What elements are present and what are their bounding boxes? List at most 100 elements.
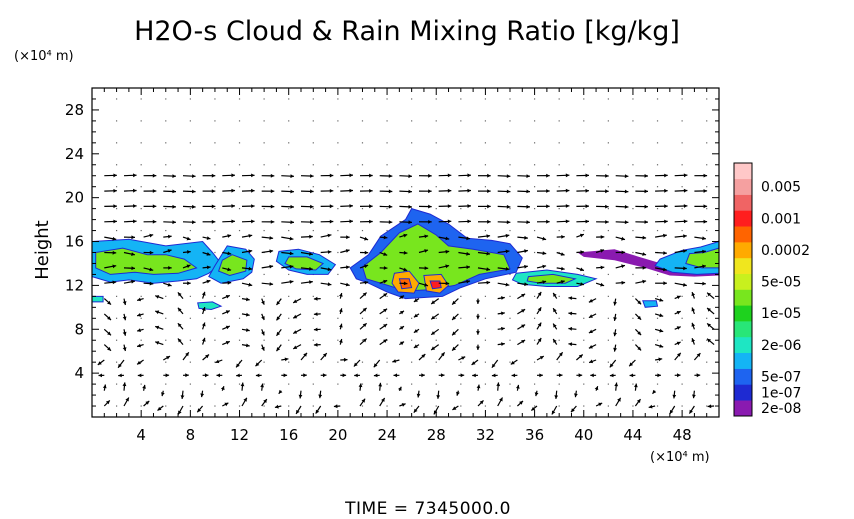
wind-vector: [274, 404, 282, 409]
wind-vector: [359, 338, 368, 346]
grid-dot: [140, 295, 142, 297]
wind-vector: [536, 204, 550, 209]
grid-dot: [632, 383, 634, 385]
grid-dot: [189, 383, 191, 385]
wind-vector: [163, 234, 172, 239]
vector-head: [600, 282, 605, 287]
vector-head: [172, 220, 176, 225]
cloud-region: [197, 301, 223, 311]
vector-head: [691, 322, 696, 327]
vector-head: [560, 252, 565, 256]
wind-vector: [163, 174, 177, 178]
wind-vector: [517, 220, 531, 225]
wind-vector: [693, 352, 701, 361]
grid-dot: [509, 405, 511, 407]
vector-head: [400, 341, 404, 346]
grid-dot: [484, 142, 487, 144]
wind-vector: [556, 251, 565, 256]
wind-vector: [281, 236, 294, 241]
wind-vector: [261, 344, 265, 351]
grid-dot: [435, 142, 437, 144]
grid-dot: [558, 361, 560, 363]
vector-head: [362, 338, 367, 343]
vector-head: [383, 235, 388, 240]
grid-dot: [140, 383, 142, 385]
wind-vector: [596, 174, 609, 178]
grid-dot: [189, 208, 191, 210]
vector-head: [663, 281, 667, 286]
wind-vector: [202, 354, 210, 361]
vector-head: [659, 313, 664, 318]
wind-vector: [241, 249, 253, 254]
wind-vector: [300, 220, 314, 224]
grid-dot: [189, 186, 191, 188]
cloud-region: [429, 280, 442, 290]
vector-head: [215, 359, 220, 364]
vector-head: [539, 373, 543, 378]
colorbar-swatch: [734, 194, 752, 211]
wind-vector: [517, 189, 531, 194]
grid-dot: [288, 273, 290, 276]
grid-dot: [411, 317, 413, 319]
grid-dot: [238, 186, 241, 188]
vector-head: [398, 386, 402, 391]
vector-head: [613, 317, 617, 321]
wind-vector: [706, 338, 715, 346]
grid-dot: [533, 251, 536, 254]
vector-head: [588, 329, 593, 333]
vector-head: [501, 326, 505, 331]
colorbar-label: 0.0002: [761, 243, 810, 259]
grid-dot: [361, 339, 364, 341]
colorbar-label: 5e-05: [761, 275, 801, 291]
vector-head: [621, 236, 625, 241]
wind-vector: [438, 249, 450, 254]
wind-vector: [379, 323, 388, 330]
vector-head: [585, 219, 589, 224]
grid-dot: [681, 229, 683, 232]
wind-vector: [707, 404, 715, 409]
vector-head: [637, 315, 642, 320]
wind-vector: [359, 280, 369, 285]
x-tick-label: 8: [186, 426, 196, 444]
vector-head: [167, 249, 172, 253]
grid-dot: [435, 98, 437, 100]
x-tick-label: 44: [623, 426, 642, 444]
grid-dot: [607, 120, 609, 122]
wind-vector: [634, 298, 642, 305]
grid-dot: [165, 208, 167, 210]
grid-dot: [484, 98, 487, 100]
wind-vector: [615, 189, 629, 194]
wind-vector: [163, 282, 172, 287]
vector-head: [310, 220, 314, 224]
vector-head: [289, 251, 294, 256]
grid-dot: [632, 186, 634, 188]
wind-vector: [155, 341, 164, 346]
grid-dot: [558, 120, 560, 122]
grid-dot: [140, 98, 142, 100]
grid-dot: [681, 164, 683, 166]
wind-vector: [241, 312, 250, 317]
wind-vector: [556, 204, 570, 208]
grid-dot: [607, 164, 609, 166]
wind-vector: [694, 249, 706, 254]
colorbar-label: 1e-07: [761, 385, 801, 401]
wind-vector: [182, 351, 190, 361]
vector-head: [231, 204, 235, 208]
grid-dot: [656, 164, 659, 166]
wind-vector: [399, 220, 413, 225]
vector-head: [107, 346, 111, 351]
vector-head: [166, 356, 170, 360]
wind-vector: [615, 264, 626, 269]
vector-head: [137, 313, 141, 317]
grid-dot: [115, 383, 118, 385]
wind-vector: [458, 265, 471, 270]
wind-vector: [536, 355, 545, 361]
wind-vector: [694, 204, 708, 209]
wind-vector: [300, 373, 307, 378]
vector-head: [691, 292, 696, 297]
wind-vector: [123, 235, 136, 240]
wind-vector: [536, 236, 547, 241]
wind-vector: [614, 382, 619, 391]
grid-dot: [189, 317, 191, 319]
vector-head: [605, 204, 609, 209]
